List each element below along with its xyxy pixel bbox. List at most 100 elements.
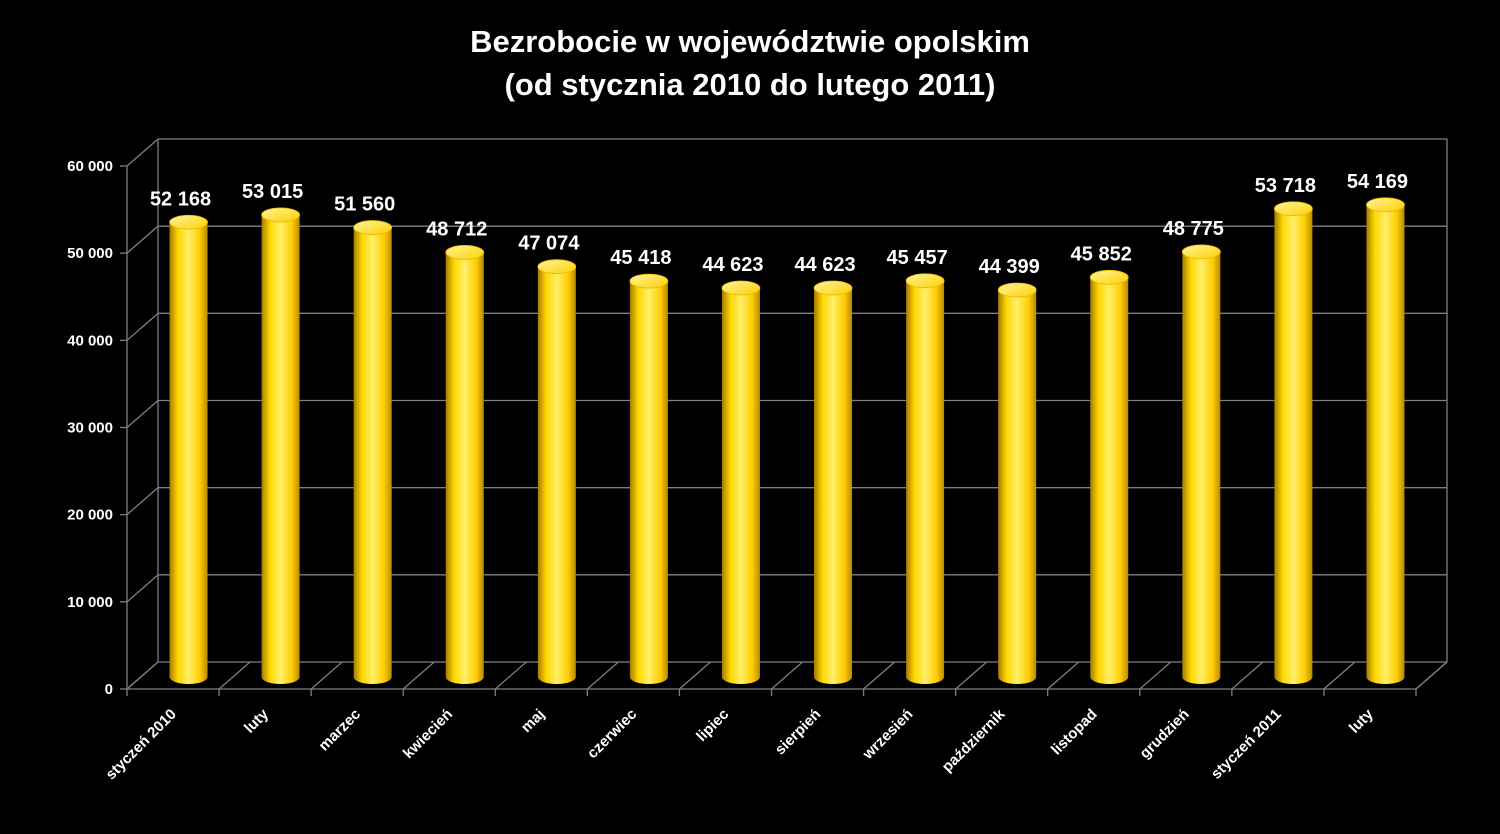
chart-title-line-1: Bezrobocie w województwie opolskim: [470, 24, 1030, 59]
data-label: 51 560: [334, 194, 395, 216]
grid-layer: [126, 138, 1448, 690]
y-tick-label: 0: [105, 681, 113, 698]
floor-divider: [955, 661, 988, 690]
data-label: 47 074: [518, 233, 580, 255]
axis-layer: [120, 165, 1448, 696]
floor-divider: [494, 661, 527, 690]
y-tick-label: 40 000: [67, 332, 113, 349]
data-label: 53 718: [1255, 175, 1316, 197]
bar-12: [1181, 244, 1221, 684]
gridline-side: [126, 312, 159, 341]
bar-2: [261, 207, 301, 684]
floor-divider: [586, 661, 619, 690]
x-tick-label: marzec: [315, 706, 364, 755]
bar-7: [721, 280, 761, 684]
bar-cap: [997, 282, 1037, 298]
bar-cap: [353, 220, 393, 235]
x-tick-label: luty: [241, 705, 272, 736]
bar-6: [629, 273, 669, 684]
bar-13: [1273, 201, 1313, 684]
bar-body: [1182, 251, 1221, 684]
bar-body: [537, 266, 576, 684]
bar-cap: [721, 280, 761, 296]
bar-body: [1090, 277, 1129, 684]
y-tick-label: 20 000: [67, 507, 113, 524]
floor-right-edge: [1415, 661, 1448, 690]
bar-body: [445, 252, 484, 684]
bar-body: [629, 281, 668, 684]
data-label: 45 852: [1071, 243, 1132, 265]
bar-body: [169, 222, 208, 685]
data-label: 54 169: [1347, 171, 1408, 193]
bar-14: [1366, 197, 1405, 684]
x-tick-label: sierpień: [772, 706, 825, 759]
bar-cap: [1366, 197, 1405, 213]
y-tick-label: 10 000: [67, 594, 113, 611]
x-tick-label: listopad: [1048, 706, 1101, 759]
y-tick-label: 60 000: [67, 158, 113, 175]
chart-title: Bezrobocie w województwie opolskim (od s…: [470, 24, 1030, 102]
x-tick-label: luty: [1346, 705, 1377, 736]
bar-cap: [1089, 269, 1129, 285]
bar-body: [1366, 204, 1405, 684]
data-label: 52 168: [150, 188, 211, 210]
floor-divider: [771, 661, 803, 690]
data-label: 48 775: [1163, 218, 1224, 240]
data-label: 44 623: [702, 254, 763, 276]
bar-1: [169, 214, 208, 685]
gridline-side: [126, 138, 159, 167]
gridline-side: [126, 225, 159, 254]
bar-body: [814, 288, 853, 684]
bar-cap: [445, 244, 485, 260]
chart-title-line-2: (od stycznia 2010 do lutego 2011): [505, 67, 996, 102]
bar-cap: [1273, 201, 1313, 217]
data-label: 53 015: [242, 181, 303, 203]
bar-10: [997, 282, 1037, 684]
x-tick-label: październik: [939, 705, 1009, 775]
floor-divider: [218, 661, 251, 690]
bar-4: [445, 244, 485, 684]
floor-divider: [310, 661, 343, 690]
floor-divider: [863, 661, 895, 690]
bar-8: [813, 280, 853, 684]
bar-cap: [537, 259, 577, 275]
bar-cap: [169, 214, 208, 230]
data-label: 45 418: [610, 247, 671, 269]
bar-11: [1089, 269, 1129, 684]
bar-cap: [813, 280, 853, 296]
x-tick-label: czerwiec: [584, 706, 640, 762]
data-label: 48 712: [426, 218, 487, 240]
gridline-side: [126, 487, 159, 516]
x-tick-label: styczeń 2011: [1208, 706, 1285, 783]
y-tick-label: 30 000: [67, 420, 113, 437]
bar-body: [353, 227, 392, 684]
x-tick-label: grudzień: [1136, 706, 1192, 762]
bar-cap: [629, 273, 669, 289]
x-tick-label: lipiec: [693, 706, 732, 745]
x-tick-label: styczeń 2010: [102, 706, 179, 783]
floor-divider: [402, 661, 435, 690]
floor-divider: [126, 661, 159, 690]
x-tick-label: kwiecień: [400, 706, 456, 762]
bar-body: [721, 288, 760, 684]
bar-cap: [261, 207, 301, 223]
x-tick-label: wrzesień: [859, 706, 917, 764]
gridline-side: [126, 400, 159, 428]
bar-body: [906, 280, 945, 684]
x-tick-label: maj: [518, 706, 548, 736]
floor-divider: [1323, 661, 1356, 690]
bar-body: [261, 214, 300, 684]
bar-cap: [905, 273, 945, 289]
y-tick-label: 50 000: [67, 245, 113, 262]
gridline-side: [126, 574, 159, 603]
data-label: 44 623: [794, 254, 855, 276]
floor-divider: [1139, 661, 1172, 690]
floor-divider: [1047, 661, 1080, 690]
floor-divider: [1231, 661, 1264, 690]
floor-divider: [679, 661, 711, 690]
bar-cap: [1181, 244, 1221, 260]
bar-body: [998, 289, 1037, 684]
bar-body: [1274, 208, 1313, 684]
